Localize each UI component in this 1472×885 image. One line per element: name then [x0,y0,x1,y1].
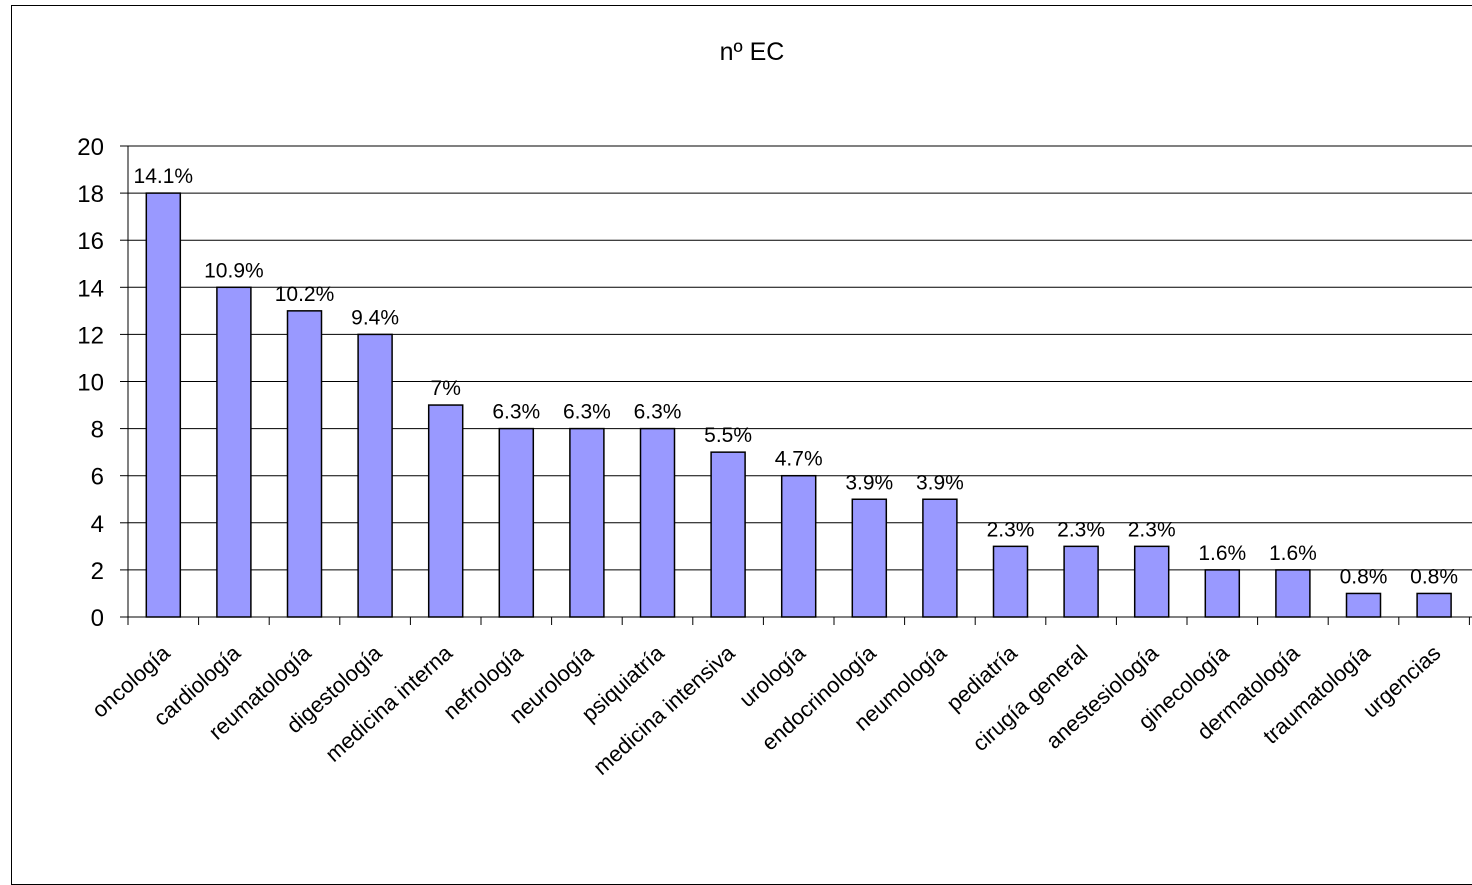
data-labels: 14.1% 10.9% 10.2% 9.4% 7% 6.3% 6.3% 6.3% 5.5% 4.7… [134,165,1459,588]
data-label: 14.1% [134,165,194,188]
y-tick-label: 16 [77,228,104,255]
x-category-label: medicina interna [320,640,457,767]
bar [498,427,535,618]
chart-title: nº EC [720,38,785,66]
data-label: 6.3% [492,401,540,424]
bar [1345,592,1382,618]
data-label: 7% [431,377,461,400]
data-label: 0.8% [1340,565,1388,588]
data-label: 3.9% [916,471,964,494]
chart-frame [11,5,1472,885]
bar [1133,545,1170,618]
x-category-labels: oncologíacardiologíareumatologíadigestol… [87,640,1445,780]
y-tick-label: 2 [91,558,104,585]
bar [286,310,323,618]
bar [427,404,464,618]
bar [357,333,393,618]
data-label: 3.9% [845,471,893,494]
bar [145,192,182,618]
y-tick-label: 20 [77,134,104,161]
data-label: 2.3% [987,518,1035,541]
y-tick-label: 0 [91,605,104,632]
y-tick-label: 14 [77,275,104,302]
data-label: 1.6% [1198,542,1246,565]
data-label: 10.9% [204,259,264,282]
bar [780,474,817,618]
bar [1416,592,1452,618]
data-label: 2.3% [1128,518,1176,541]
bar [569,427,605,618]
data-label: 9.4% [351,306,399,329]
y-tick-labels: 0 2 4 6 8 10 12 14 16 18 20 [77,134,104,632]
data-label: 4.7% [775,448,823,471]
bar [922,498,958,618]
bar [216,286,252,618]
axes [120,145,1472,625]
bar [639,427,676,618]
y-tick-label: 12 [77,322,104,349]
y-tick-label: 4 [91,511,104,538]
data-label: 6.3% [563,401,611,424]
bars [145,192,1452,618]
data-label: 1.6% [1269,542,1317,565]
bar [992,545,1029,618]
y-tick-label: 6 [91,464,104,491]
data-label: 5.5% [704,424,752,447]
bar [851,498,888,618]
y-tick-label: 10 [77,370,104,397]
bar [1204,569,1241,618]
data-label: 0.8% [1410,565,1458,588]
x-category-label: urgencias [1358,640,1446,722]
bar [710,451,746,618]
data-label: 2.3% [1057,518,1105,541]
data-label: 10.2% [275,283,335,306]
y-tick-label: 8 [91,417,104,444]
y-tick-label: 18 [77,181,104,208]
bar [1275,569,1311,618]
bar [1063,545,1099,618]
data-label: 6.3% [634,401,682,424]
